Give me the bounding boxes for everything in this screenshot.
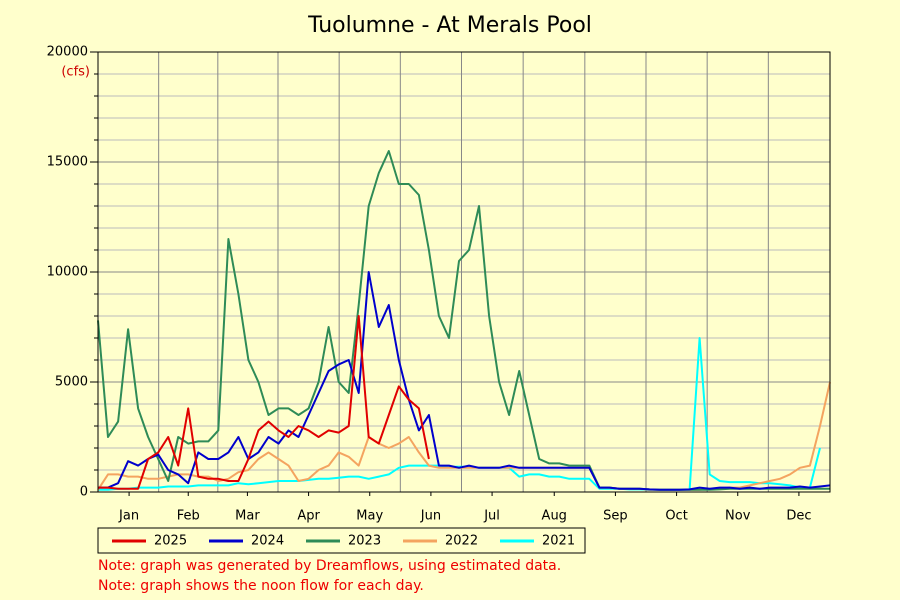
y-tick-label: 10000 — [47, 265, 88, 280]
x-tick-label: Apr — [297, 509, 320, 524]
legend-label: 2023 — [348, 534, 381, 549]
series-line — [98, 337, 821, 491]
x-tick-label: Oct — [665, 509, 687, 524]
x-tick-label: Nov — [725, 509, 751, 524]
x-tick-label: Jul — [483, 509, 500, 524]
x-tick-label: May — [356, 509, 383, 524]
x-tick-label: Jun — [420, 509, 441, 524]
x-tick-label: Mar — [235, 509, 260, 524]
x-tick-label: Aug — [542, 509, 567, 524]
y-tick-label: 0 — [80, 485, 88, 500]
plot-frame — [97, 51, 831, 493]
x-tick-label: Jan — [118, 509, 139, 524]
x-tick-label: Feb — [177, 509, 200, 524]
y-tick-label: 15000 — [47, 155, 88, 170]
x-tick-label: Sep — [603, 509, 628, 524]
y-tick-label: 20000 — [47, 45, 88, 60]
y-axis-label: (cfs) — [61, 65, 90, 80]
x-tick-label: Dec — [786, 509, 811, 524]
legend-label: 2025 — [154, 534, 187, 549]
y-tick-label: 5000 — [55, 375, 88, 390]
legend-label: 2021 — [542, 534, 575, 549]
series-line — [98, 315, 430, 490]
note: Note: graph shows the noon flow for each… — [98, 578, 424, 594]
legend-box — [97, 527, 586, 554]
legend-label: 2024 — [251, 534, 284, 549]
series-line — [97, 150, 830, 491]
chart-title: Tuolumne - At Merals Pool — [307, 13, 592, 38]
legend-label: 2022 — [445, 534, 478, 549]
note: Note: graph was generated by Dreamflows,… — [98, 558, 561, 574]
series-line — [98, 271, 831, 491]
